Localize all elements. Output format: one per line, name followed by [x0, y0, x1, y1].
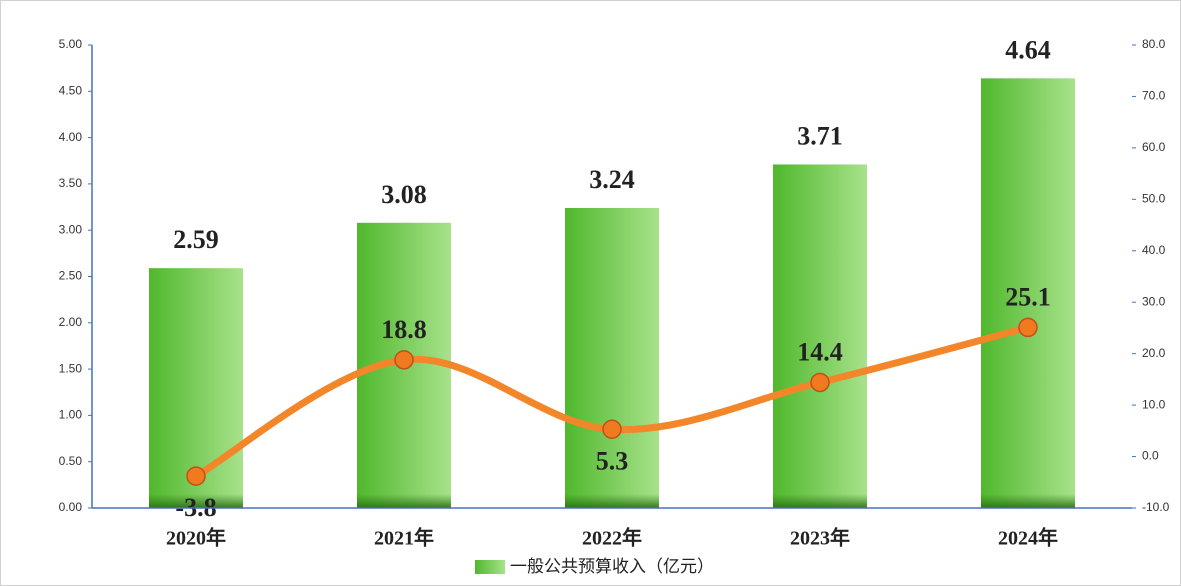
y2-tick-label: 40.0 [1142, 243, 1166, 257]
y2-tick-label: 10.0 [1142, 397, 1166, 411]
bar-base [773, 494, 867, 508]
y2-tick-label: 80.0 [1142, 37, 1166, 51]
x-tick-label: 2022年 [582, 526, 642, 550]
y2-tick-label: 20.0 [1142, 346, 1166, 360]
y-tick-label: 3.00 [59, 222, 83, 236]
line-value-label: 18.8 [381, 315, 427, 344]
y2-tick-label: -10.0 [1142, 500, 1170, 514]
bar [981, 78, 1075, 508]
y-tick-label: 3.50 [59, 176, 83, 190]
line-marker [1018, 317, 1038, 338]
y-tick-label: 0.00 [59, 500, 83, 514]
bar-base [981, 494, 1075, 508]
line-marker [810, 372, 830, 393]
line-value-label: 5.3 [596, 446, 629, 475]
y2-tick-label: 60.0 [1142, 140, 1166, 154]
bar-value-label: 3.24 [589, 165, 635, 194]
legend-swatch [475, 560, 505, 574]
y2-tick-label: 30.0 [1142, 294, 1166, 308]
bar [565, 207, 659, 508]
x-tick-label: 2021年 [374, 526, 434, 550]
line-marker [602, 419, 622, 440]
bar-value-label: 3.71 [797, 121, 843, 150]
legend-label: 一般公共预算收入（亿元） [510, 557, 714, 577]
x-tick-label: 2020年 [166, 526, 226, 550]
y-tick-label: 4.50 [59, 83, 83, 97]
y-tick-label: 4.00 [59, 130, 83, 144]
bar-base [149, 494, 243, 508]
bar-base [357, 494, 451, 508]
line-value-label: 25.1 [1005, 282, 1051, 311]
line-marker [186, 466, 206, 486]
bar-value-label: 3.08 [381, 180, 427, 209]
y2-tick-label: 70.0 [1142, 89, 1166, 103]
line-value-label: 14.4 [797, 337, 843, 366]
line-marker [394, 350, 414, 370]
y-tick-label: 1.00 [59, 408, 83, 422]
bar [773, 164, 867, 509]
bar-value-label: 4.64 [1005, 35, 1051, 64]
bar-value-label: 2.59 [173, 225, 219, 254]
y-tick-label: 2.50 [59, 269, 83, 283]
y-tick-label: 1.50 [59, 361, 83, 375]
y2-tick-label: 0.0 [1142, 449, 1159, 463]
y2-tick-label: 50.0 [1142, 192, 1166, 206]
x-tick-label: 2024年 [998, 526, 1058, 550]
x-tick-label: 2023年 [790, 526, 850, 550]
y-tick-label: 5.00 [59, 37, 83, 51]
bar-base [565, 494, 659, 508]
y-tick-label: 2.00 [59, 315, 83, 329]
y-tick-label: 0.50 [59, 454, 83, 468]
